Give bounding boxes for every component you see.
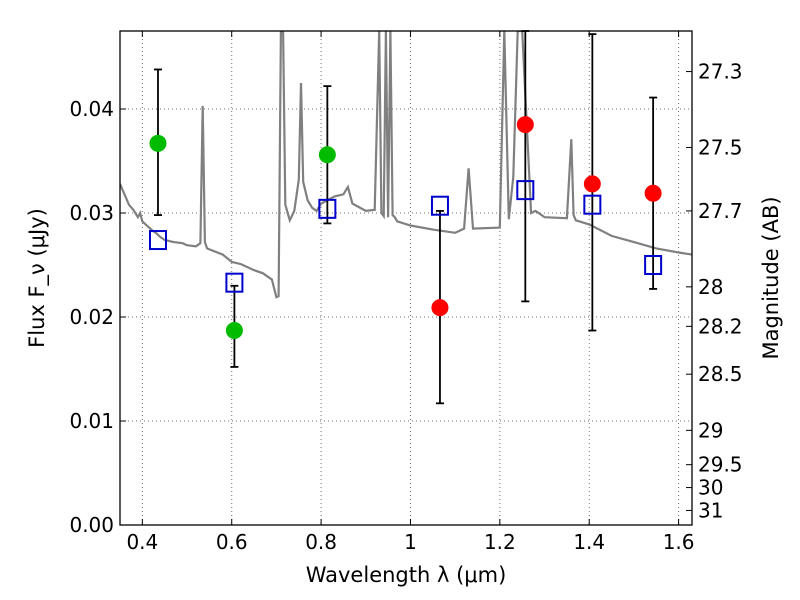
grid-lines (120, 31, 692, 526)
right-tick-label: 27.7 (698, 199, 743, 223)
right-tick-label: 31 (698, 498, 723, 522)
right-tick-label: 28.2 (698, 314, 743, 338)
data-points (148, 116, 663, 340)
right-tick-label: 29 (698, 418, 723, 442)
model-box (516, 180, 535, 201)
right-tick-label: 30 (698, 476, 723, 500)
flux-point (431, 299, 449, 317)
flux-point (644, 184, 662, 202)
model-box (430, 195, 449, 216)
model-box (644, 255, 663, 275)
right-tick-label: 27.5 (698, 135, 743, 159)
model-box (148, 230, 167, 251)
model-box (225, 272, 244, 293)
y-tick-label: 0.04 (69, 97, 114, 121)
right-tick-label: 28 (698, 275, 723, 299)
x-tick-label: 1.6 (663, 530, 695, 554)
x-axis-title: Wavelength λ (μm) (306, 563, 507, 587)
y-tick-label: 0.00 (69, 513, 114, 537)
y-tick-label: 0.02 (69, 305, 114, 329)
x-tick-label: 0.4 (126, 530, 158, 554)
y-tick-label: 0.03 (69, 201, 114, 225)
model-box (583, 194, 602, 215)
flux-point (583, 175, 601, 193)
x-tick-label: 1.2 (484, 530, 516, 554)
model-box (318, 198, 337, 219)
flux-point (318, 146, 336, 164)
right-axis-title: Magnitude (AB) (759, 196, 783, 359)
spectrum-line (120, 31, 692, 299)
flux-point (516, 116, 534, 134)
plot-frame (119, 30, 693, 526)
axis-ticks: 0.4 0.6 0.8 1 1.2 1.4 1.6 0.00 0.01 0.02 0.03 0.04 2… (69, 31, 743, 554)
right-tick-label: 27.3 (698, 60, 743, 84)
y-axis-title: Flux F_ν (μJy) (25, 208, 50, 348)
error-bars (153, 30, 658, 405)
spectrum-layer (120, 31, 692, 299)
flux-point (225, 322, 243, 340)
flux-point (149, 134, 167, 152)
right-tick-label: 28.5 (698, 362, 743, 386)
x-tick-label: 1 (404, 530, 417, 554)
right-tick-label: 29.5 (698, 453, 743, 477)
x-tick-label: 0.8 (305, 530, 337, 554)
x-tick-label: 0.6 (216, 530, 248, 554)
x-tick-label: 1.4 (573, 530, 605, 554)
y-tick-label: 0.01 (69, 409, 114, 433)
